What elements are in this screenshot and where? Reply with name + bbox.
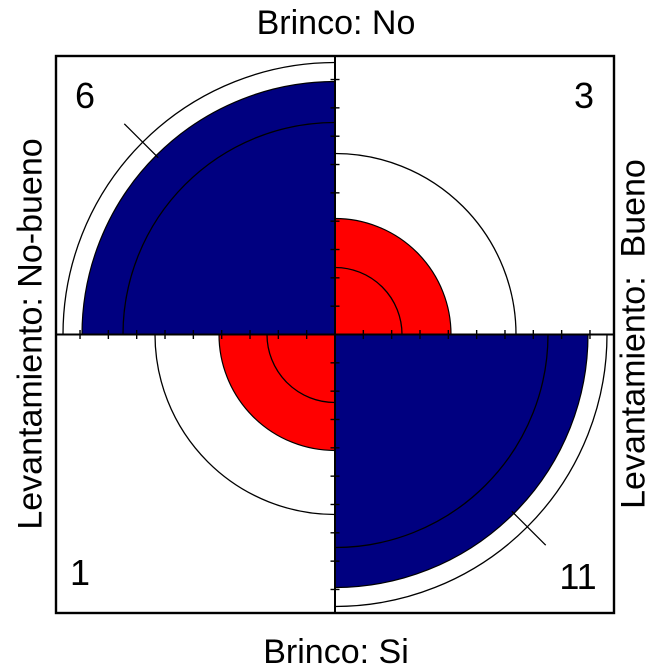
confidence-ring-inner-bottom-left <box>266 334 336 404</box>
axis-tick-layer <box>79 78 591 591</box>
confidence-ring-inner-top-left <box>122 121 336 335</box>
cell-count-bottom-left: 1 <box>69 552 91 593</box>
quarter-disc-top-left <box>81 80 336 336</box>
cell-count-bottom-right: 11 <box>559 556 597 597</box>
col-factor-label-right: Levantamiento: Bueno <box>614 159 653 509</box>
col-factor-label-left: Levantamiento: No-bueno <box>11 138 50 530</box>
confidence-ring-outer-bottom-left <box>154 334 336 516</box>
confidence-ring-outer-top-right <box>334 152 517 335</box>
axes-layer <box>54 54 616 615</box>
quarter-disc-top-right <box>334 217 452 336</box>
row-factor-label-top: Brinco: No <box>256 4 416 42</box>
diagonal-ring-tick-top-left <box>123 123 159 159</box>
cell-count-top-left: 6 <box>74 75 96 116</box>
plot-border <box>54 54 616 615</box>
quarter-disc-bottom-left <box>218 333 336 452</box>
row-factor-label-bottom: Brinco: Si <box>263 633 409 671</box>
cell-count-top-right: 3 <box>573 75 595 116</box>
quadrant-layer <box>62 61 608 608</box>
confidence-ring-inner-top-right <box>334 266 403 335</box>
confidence-ring-inner-bottom-right <box>334 334 549 549</box>
quarter-disc-bottom-right <box>334 333 589 589</box>
diagonal-ring-tick-bottom-right <box>511 510 547 546</box>
